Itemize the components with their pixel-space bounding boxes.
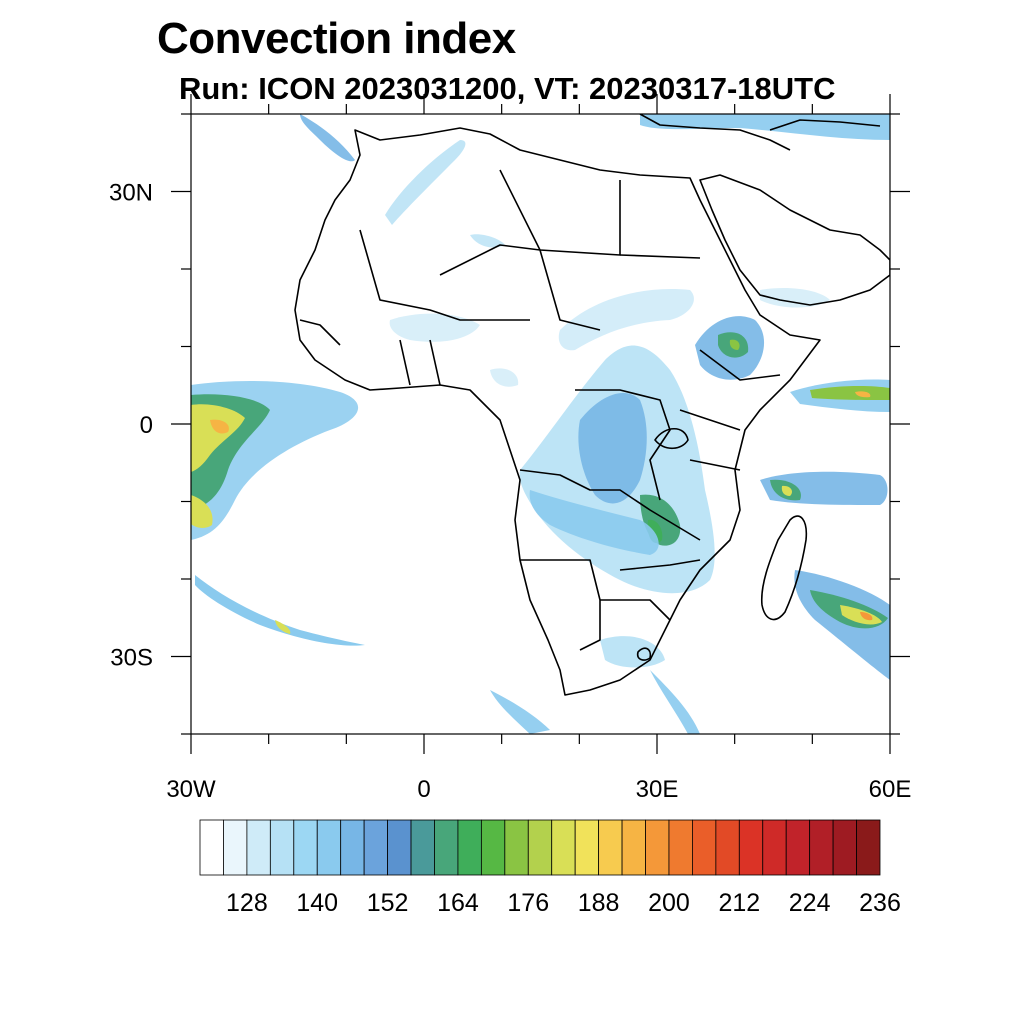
x-tick-label: 30E	[636, 776, 679, 803]
colorbar-swatch	[762, 819, 787, 876]
axis-ticks	[171, 94, 910, 754]
colorbar-swatch	[832, 819, 857, 876]
colorbar-label: 224	[789, 889, 831, 917]
colorbar-swatch	[645, 819, 670, 876]
field-atlantic-hot2	[210, 419, 229, 434]
colorbar-label: 188	[578, 889, 620, 917]
colorbar-swatch	[387, 819, 412, 876]
field-south-atlantic-band	[195, 575, 365, 646]
colorbar-swatch	[293, 819, 318, 876]
colorbar-label: 212	[718, 889, 760, 917]
colorbar-labels: 128 140 152 164 176 188 200 212 224 236	[226, 889, 901, 917]
colorbar-swatch	[738, 819, 764, 876]
colorbar-swatch	[668, 819, 693, 876]
colorbar-swatch	[480, 819, 506, 876]
colorbar-label: 200	[648, 889, 690, 917]
colorbar-swatch	[715, 819, 740, 876]
colorbar-label: 236	[859, 889, 901, 917]
x-tick-label: 60E	[869, 776, 912, 803]
colorbar-swatch	[340, 819, 365, 876]
colorbar-swatch	[363, 819, 388, 876]
colorbar-swatch	[223, 819, 248, 876]
colorbar-swatch	[316, 819, 342, 876]
y-tick-label: 30N	[109, 180, 153, 207]
colorbar-swatch	[199, 819, 224, 876]
colorbar-swatch	[527, 819, 553, 876]
y-tick-label: 30S	[110, 645, 153, 672]
colorbar	[199, 819, 881, 876]
colorbar-swatch	[598, 819, 623, 876]
colorbar-label: 128	[226, 889, 268, 917]
colorbar-swatch	[457, 819, 482, 876]
coastlines	[294, 114, 890, 696]
colorbar-swatch	[621, 819, 646, 876]
colorbar-swatch	[246, 819, 271, 876]
field-atlantic-hot	[191, 404, 245, 472]
x-tick-label: 30W	[166, 776, 216, 803]
axis-tick-labels: 30W 0 30E 60E 30N 0 30S	[109, 180, 911, 804]
colorbar-swatch	[410, 819, 435, 876]
colorbar-swatch	[809, 819, 834, 876]
africa-coastline	[294, 127, 821, 696]
colorbar-swatch	[574, 819, 600, 876]
map-subtitle: Run: ICON 2023031200, VT: 20230317-18UTC	[179, 71, 836, 106]
x-tick-label: 0	[417, 776, 430, 803]
colorbar-swatch	[434, 819, 459, 876]
colorbar-swatch	[785, 819, 811, 876]
y-tick-label: 0	[140, 412, 153, 439]
colorbar-swatch	[269, 819, 295, 876]
map-title: Convection index	[157, 14, 516, 63]
madagascar-coastline	[760, 515, 808, 621]
colorbar-swatch	[504, 819, 529, 876]
arabia-coastline	[699, 174, 890, 306]
colorbar-swatch	[856, 819, 881, 876]
colorbar-label: 152	[367, 889, 409, 917]
convection-field	[191, 114, 890, 734]
colorbar-label: 140	[296, 889, 338, 917]
colorbar-label: 164	[437, 889, 479, 917]
colorbar-swatch	[551, 819, 576, 876]
colorbar-swatch	[692, 819, 717, 876]
colorbar-label: 176	[507, 889, 549, 917]
